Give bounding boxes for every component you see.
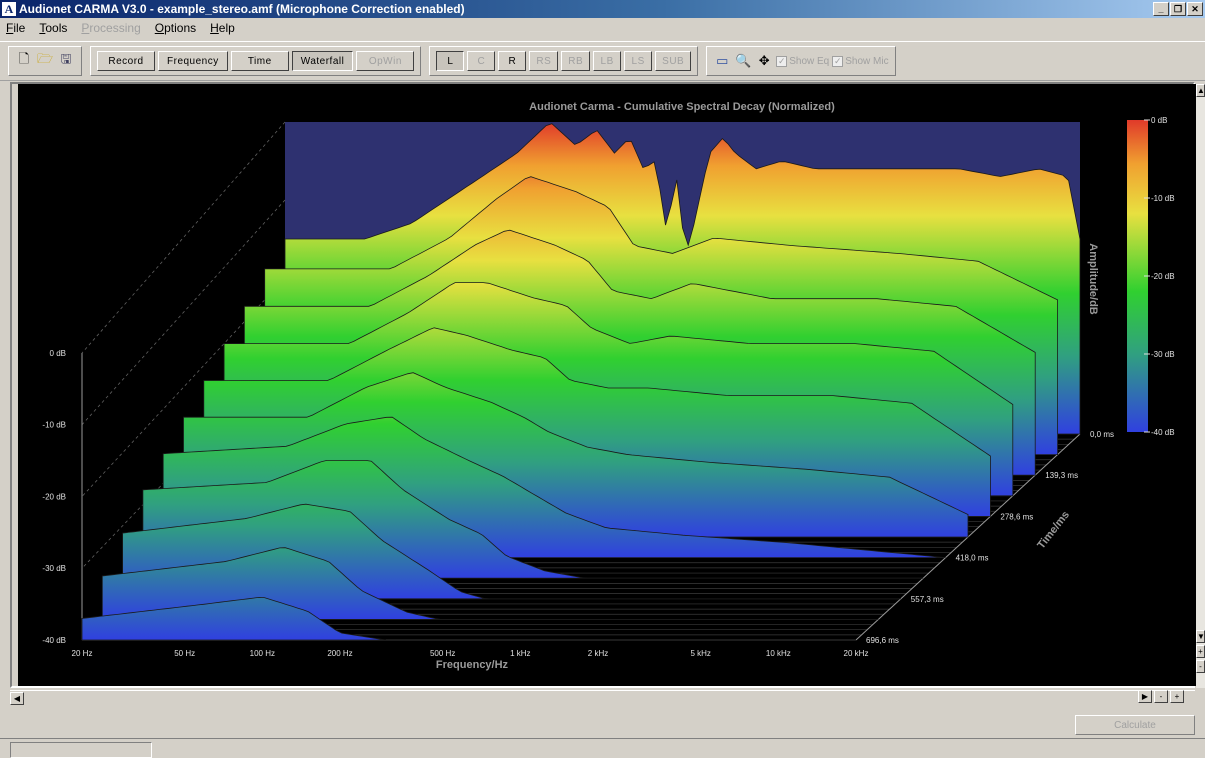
- colorbar-labels: 0 dB -10 dB -20 dB -30 dB -40 dB: [1144, 116, 1175, 437]
- window-controls: _ ❐ ✕: [1153, 2, 1203, 16]
- y-axis-title: Amplitude/dB: [1087, 243, 1099, 315]
- channel-sub-button[interactable]: SUB: [655, 51, 692, 71]
- scroll-left-icon[interactable]: ◀: [10, 691, 24, 705]
- decay-slice: [101, 547, 879, 620]
- z-tick-label: 696,6 ms: [866, 636, 899, 645]
- z-tick-label: 139,3 ms: [1045, 471, 1078, 480]
- pan-move-icon[interactable]: ✥: [758, 53, 770, 68]
- y-tick-label: -40 dB: [42, 636, 66, 645]
- y-tick-label: -20 dB: [42, 492, 66, 501]
- new-file-icon[interactable]: 🗋: [18, 51, 30, 66]
- colorbar: [1127, 120, 1148, 432]
- vertical-scrollbar[interactable]: ▲: [1196, 84, 1205, 688]
- menu-help[interactable]: Help: [210, 21, 235, 35]
- title-bar: A Audionet CARMA V3.0 - example_stereo.a…: [0, 0, 1205, 18]
- scroll-down-icon[interactable]: ▼: [1196, 630, 1205, 643]
- z-tick-label: 0,0 ms: [1090, 430, 1114, 439]
- waterfall-button[interactable]: Waterfall: [291, 51, 354, 71]
- y-tick-label: 0 dB: [50, 349, 66, 358]
- open-folder-icon[interactable]: 🗁: [36, 51, 54, 66]
- show-eq-label: Show Eq: [789, 55, 830, 67]
- colorbar-tick-label: -10 dB: [1151, 194, 1175, 203]
- zoom-in-icon[interactable]: +: [1170, 690, 1184, 703]
- restore-icon[interactable]: ❐: [1170, 2, 1186, 16]
- colorbar-tick-label: -30 dB: [1151, 350, 1175, 359]
- x-tick-label: 50 Hz: [174, 649, 195, 658]
- y-grid-line: [81, 199, 286, 425]
- x-tick-label: 10 kHz: [766, 649, 791, 658]
- z-tick-label: 418,0 ms: [956, 554, 989, 563]
- channel-rb-button[interactable]: RB: [561, 51, 591, 71]
- channel-r-button[interactable]: R: [498, 51, 527, 71]
- status-bar: [0, 738, 1205, 758]
- colorbar-tick-label: -20 dB: [1151, 272, 1175, 281]
- status-panel: [10, 742, 152, 758]
- channel-toolbar-group: L C R RS RB LB LS SUB: [429, 46, 699, 76]
- view-toolbar-group: Record Frequency Time Waterfall OpWin: [90, 46, 422, 76]
- horizontal-scrollbar[interactable]: ◀: [10, 690, 1195, 705]
- waterfall-plot[interactable]: 20 Hz 50 Hz 100 Hz 200 Hz 500 Hz 1 kHz 2 kHz 5 …: [18, 84, 1198, 686]
- menu-tools[interactable]: Tools: [39, 21, 68, 35]
- scroll-right-icon[interactable]: ▶: [1138, 690, 1152, 703]
- minimize-icon[interactable]: _: [1153, 2, 1169, 16]
- toolbar: 🗋 🗁 🖫 Record Frequency Time Waterfall Op…: [0, 41, 1205, 81]
- x-tick-label: 2 kHz: [588, 649, 608, 658]
- x-tick-label: 20 kHz: [844, 649, 869, 658]
- slices-layer: [81, 123, 1081, 641]
- window-title: Audionet CARMA V3.0 - example_stereo.amf…: [19, 2, 465, 16]
- record-button[interactable]: Record: [97, 51, 155, 71]
- show-eq-checkbox[interactable]: ✓ Show Eq: [776, 55, 830, 67]
- channel-ls-button[interactable]: LS: [624, 51, 653, 71]
- menu-file[interactable]: File: [6, 21, 26, 35]
- window-icon[interactable]: ▭: [716, 53, 729, 68]
- y-tick-label: -30 dB: [42, 564, 66, 573]
- checkbox-icon: ✓: [776, 55, 788, 67]
- zoom-out-icon[interactable]: -: [1154, 690, 1168, 703]
- x-tick-label: 1 kHz: [510, 649, 530, 658]
- menu-options[interactable]: Options: [154, 21, 197, 35]
- decay-slice: [81, 596, 856, 641]
- colorbar-tick-label: 0 dB: [1151, 116, 1167, 125]
- display-toolbar-group: ▭ 🔍 ✥ ✓ Show Eq ✓ Show Mic: [706, 46, 896, 76]
- show-mic-checkbox[interactable]: ✓ Show Mic: [832, 55, 889, 67]
- y-tick-label: -10 dB: [42, 421, 66, 430]
- show-mic-label: Show Mic: [845, 55, 889, 67]
- zoom-in-icon[interactable]: +: [1196, 645, 1205, 658]
- x-tick-label: 500 Hz: [430, 649, 455, 658]
- x-tick-label: 5 kHz: [690, 649, 710, 658]
- opwin-button[interactable]: OpWin: [356, 51, 415, 71]
- z-tick-label: 557,3 ms: [911, 595, 944, 604]
- z-axis-title: Time/ms: [1035, 509, 1072, 551]
- menu-bar: File Tools Processing Options Help: [0, 18, 1205, 38]
- close-icon[interactable]: ✕: [1187, 2, 1203, 16]
- waterfall-chart: 20 Hz 50 Hz 100 Hz 200 Hz 500 Hz 1 kHz 2 kHz 5 …: [42, 101, 1175, 671]
- scroll-up-icon[interactable]: ▲: [1196, 84, 1205, 97]
- frequency-button[interactable]: Frequency: [158, 51, 228, 71]
- calculate-button[interactable]: Calculate: [1075, 715, 1195, 735]
- channel-rs-button[interactable]: RS: [529, 51, 559, 71]
- x-tick-label: 100 Hz: [250, 649, 275, 658]
- horizontal-zoom-controls: ▶ - +: [1138, 690, 1184, 703]
- channel-l-button[interactable]: L: [436, 51, 465, 71]
- colorbar-tick-label: -40 dB: [1151, 428, 1175, 437]
- app-icon: A: [2, 2, 16, 16]
- save-disk-icon[interactable]: 🖫: [60, 51, 72, 66]
- x-tick-label: 200 Hz: [327, 649, 352, 658]
- vertical-zoom-controls: ▼ + -: [1196, 630, 1205, 673]
- zoom-out-icon[interactable]: -: [1196, 660, 1205, 673]
- zoom-magnifier-icon[interactable]: 🔍: [735, 53, 752, 68]
- z-tick-label: 278,6 ms: [1000, 512, 1033, 521]
- channel-lb-button[interactable]: LB: [593, 51, 622, 71]
- menu-processing[interactable]: Processing: [81, 21, 141, 35]
- x-tick-label: 20 Hz: [72, 649, 93, 658]
- labels-layer: 20 Hz 50 Hz 100 Hz 200 Hz 500 Hz 1 kHz 2 kHz 5 …: [42, 349, 1114, 658]
- file-toolbar-group: 🗋 🗁 🖫: [8, 46, 82, 76]
- x-axis-title: Frequency/Hz: [436, 659, 509, 671]
- chart-title: Audionet Carma - Cumulative Spectral Dec…: [529, 101, 835, 113]
- channel-c-button[interactable]: C: [467, 51, 496, 71]
- checkbox-icon: ✓: [832, 55, 844, 67]
- time-button[interactable]: Time: [230, 51, 289, 71]
